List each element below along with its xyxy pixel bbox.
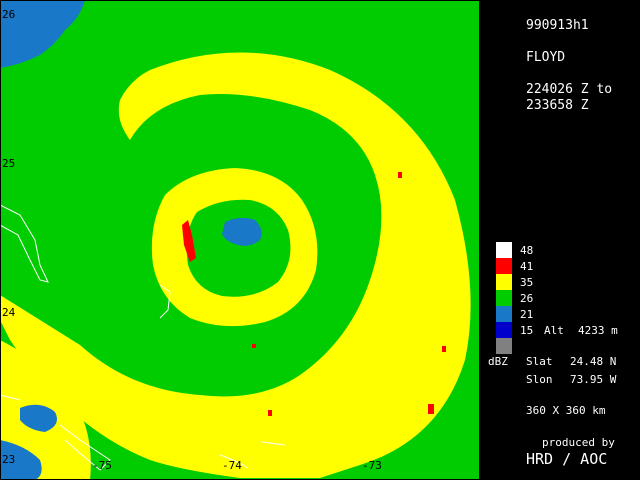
lat-label-24: 24 (2, 306, 16, 319)
legend-label-26: 26 (520, 292, 534, 305)
domain-size: 360 X 360 km (526, 404, 606, 417)
legend-swatch-21 (496, 306, 512, 322)
legend-swatch-41 (496, 258, 512, 274)
legend-swatch-26 (496, 290, 512, 306)
storm-name: FLOYD (526, 50, 566, 65)
credit-line2: HRD / AOC (526, 450, 608, 468)
slon-label: Slon (526, 373, 553, 386)
unit-label: dBZ (488, 355, 508, 368)
radar-map: 26 25 24 23 -75 -74 -73 (0, 0, 480, 480)
legend-label-41: 41 (520, 260, 534, 273)
echo-patch-nw (0, 0, 85, 68)
time-start: 224026 Z to (526, 82, 613, 97)
legend-swatch-missing (496, 338, 512, 354)
legend-label-15: 15 (520, 324, 534, 337)
lat-label-23: 23 (2, 453, 15, 466)
legend-swatch-15 (496, 322, 512, 338)
lat-label-26: 26 (2, 8, 15, 21)
slat-label: Slat (526, 355, 553, 368)
flight-id: 990913h1 (526, 18, 589, 33)
time-end: 233658 Z (526, 98, 589, 113)
credit-line1: produced by (542, 436, 615, 449)
legend-label-35: 35 (520, 276, 534, 289)
lon-label-75: -75 (92, 459, 112, 472)
alt-value: 4233 m (578, 324, 618, 337)
alt-label: Alt (544, 324, 564, 337)
slat-value: 24.48 N (570, 355, 617, 368)
outer-rainband (0, 52, 471, 478)
info-panel: 990913h1 FLOYD 224026 Z to 233658 Z 48 4… (480, 0, 640, 480)
eye-center (222, 217, 262, 246)
slon-value: 73.95 W (570, 373, 617, 386)
legend-swatch-35 (496, 274, 512, 290)
legend-swatch-48 (496, 242, 512, 258)
legend-label-48: 48 (520, 244, 534, 257)
lon-label-73: -73 (362, 459, 382, 472)
legend-label-21: 21 (520, 308, 534, 321)
coastline-bahamas (0, 204, 49, 283)
eye-region (186, 199, 291, 297)
eyewall-max (182, 220, 196, 262)
lat-label-25: 25 (2, 157, 15, 170)
lon-label-74: -74 (222, 459, 242, 472)
